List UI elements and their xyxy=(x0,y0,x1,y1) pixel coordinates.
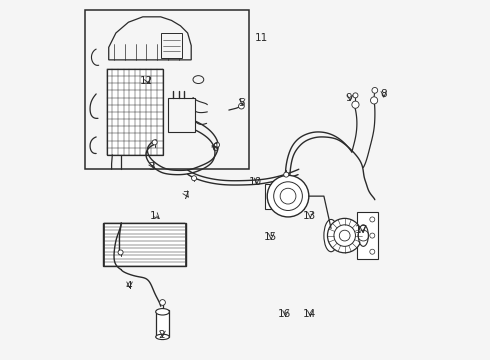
Circle shape xyxy=(327,219,362,253)
Text: 5: 5 xyxy=(238,98,245,108)
Bar xyxy=(168,98,195,132)
Circle shape xyxy=(160,300,166,305)
Text: 15: 15 xyxy=(264,232,277,242)
Text: 1: 1 xyxy=(150,211,157,221)
Text: 14: 14 xyxy=(303,310,316,319)
Ellipse shape xyxy=(324,220,338,252)
Text: 7: 7 xyxy=(182,191,189,201)
Text: 10: 10 xyxy=(249,177,262,187)
Text: 13: 13 xyxy=(303,211,316,221)
Text: 11: 11 xyxy=(254,33,268,43)
Polygon shape xyxy=(103,223,186,266)
Circle shape xyxy=(372,87,378,93)
Circle shape xyxy=(239,103,245,109)
Circle shape xyxy=(284,172,289,177)
Text: 9: 9 xyxy=(345,93,352,103)
Text: 2: 2 xyxy=(158,330,165,340)
Text: 4: 4 xyxy=(125,281,132,291)
Text: 8: 8 xyxy=(380,89,387,99)
Circle shape xyxy=(118,250,123,255)
Bar xyxy=(85,10,248,169)
Ellipse shape xyxy=(156,309,170,315)
Ellipse shape xyxy=(358,225,368,246)
Bar xyxy=(161,33,182,58)
Text: 16: 16 xyxy=(278,310,291,319)
Bar xyxy=(298,184,304,209)
Text: 6: 6 xyxy=(211,143,218,153)
Circle shape xyxy=(370,97,378,104)
Circle shape xyxy=(215,142,220,147)
Ellipse shape xyxy=(193,76,204,84)
Circle shape xyxy=(352,101,359,108)
Bar xyxy=(265,184,271,209)
Polygon shape xyxy=(109,17,191,60)
Circle shape xyxy=(353,93,358,98)
Bar xyxy=(357,212,378,259)
Circle shape xyxy=(192,176,196,181)
Bar xyxy=(156,310,170,337)
Text: 12: 12 xyxy=(140,76,153,86)
Text: 3: 3 xyxy=(148,162,155,172)
Bar xyxy=(107,69,163,155)
Circle shape xyxy=(152,140,157,145)
Ellipse shape xyxy=(156,334,170,339)
Circle shape xyxy=(267,175,309,217)
Circle shape xyxy=(334,225,355,246)
Text: 17: 17 xyxy=(355,225,368,235)
